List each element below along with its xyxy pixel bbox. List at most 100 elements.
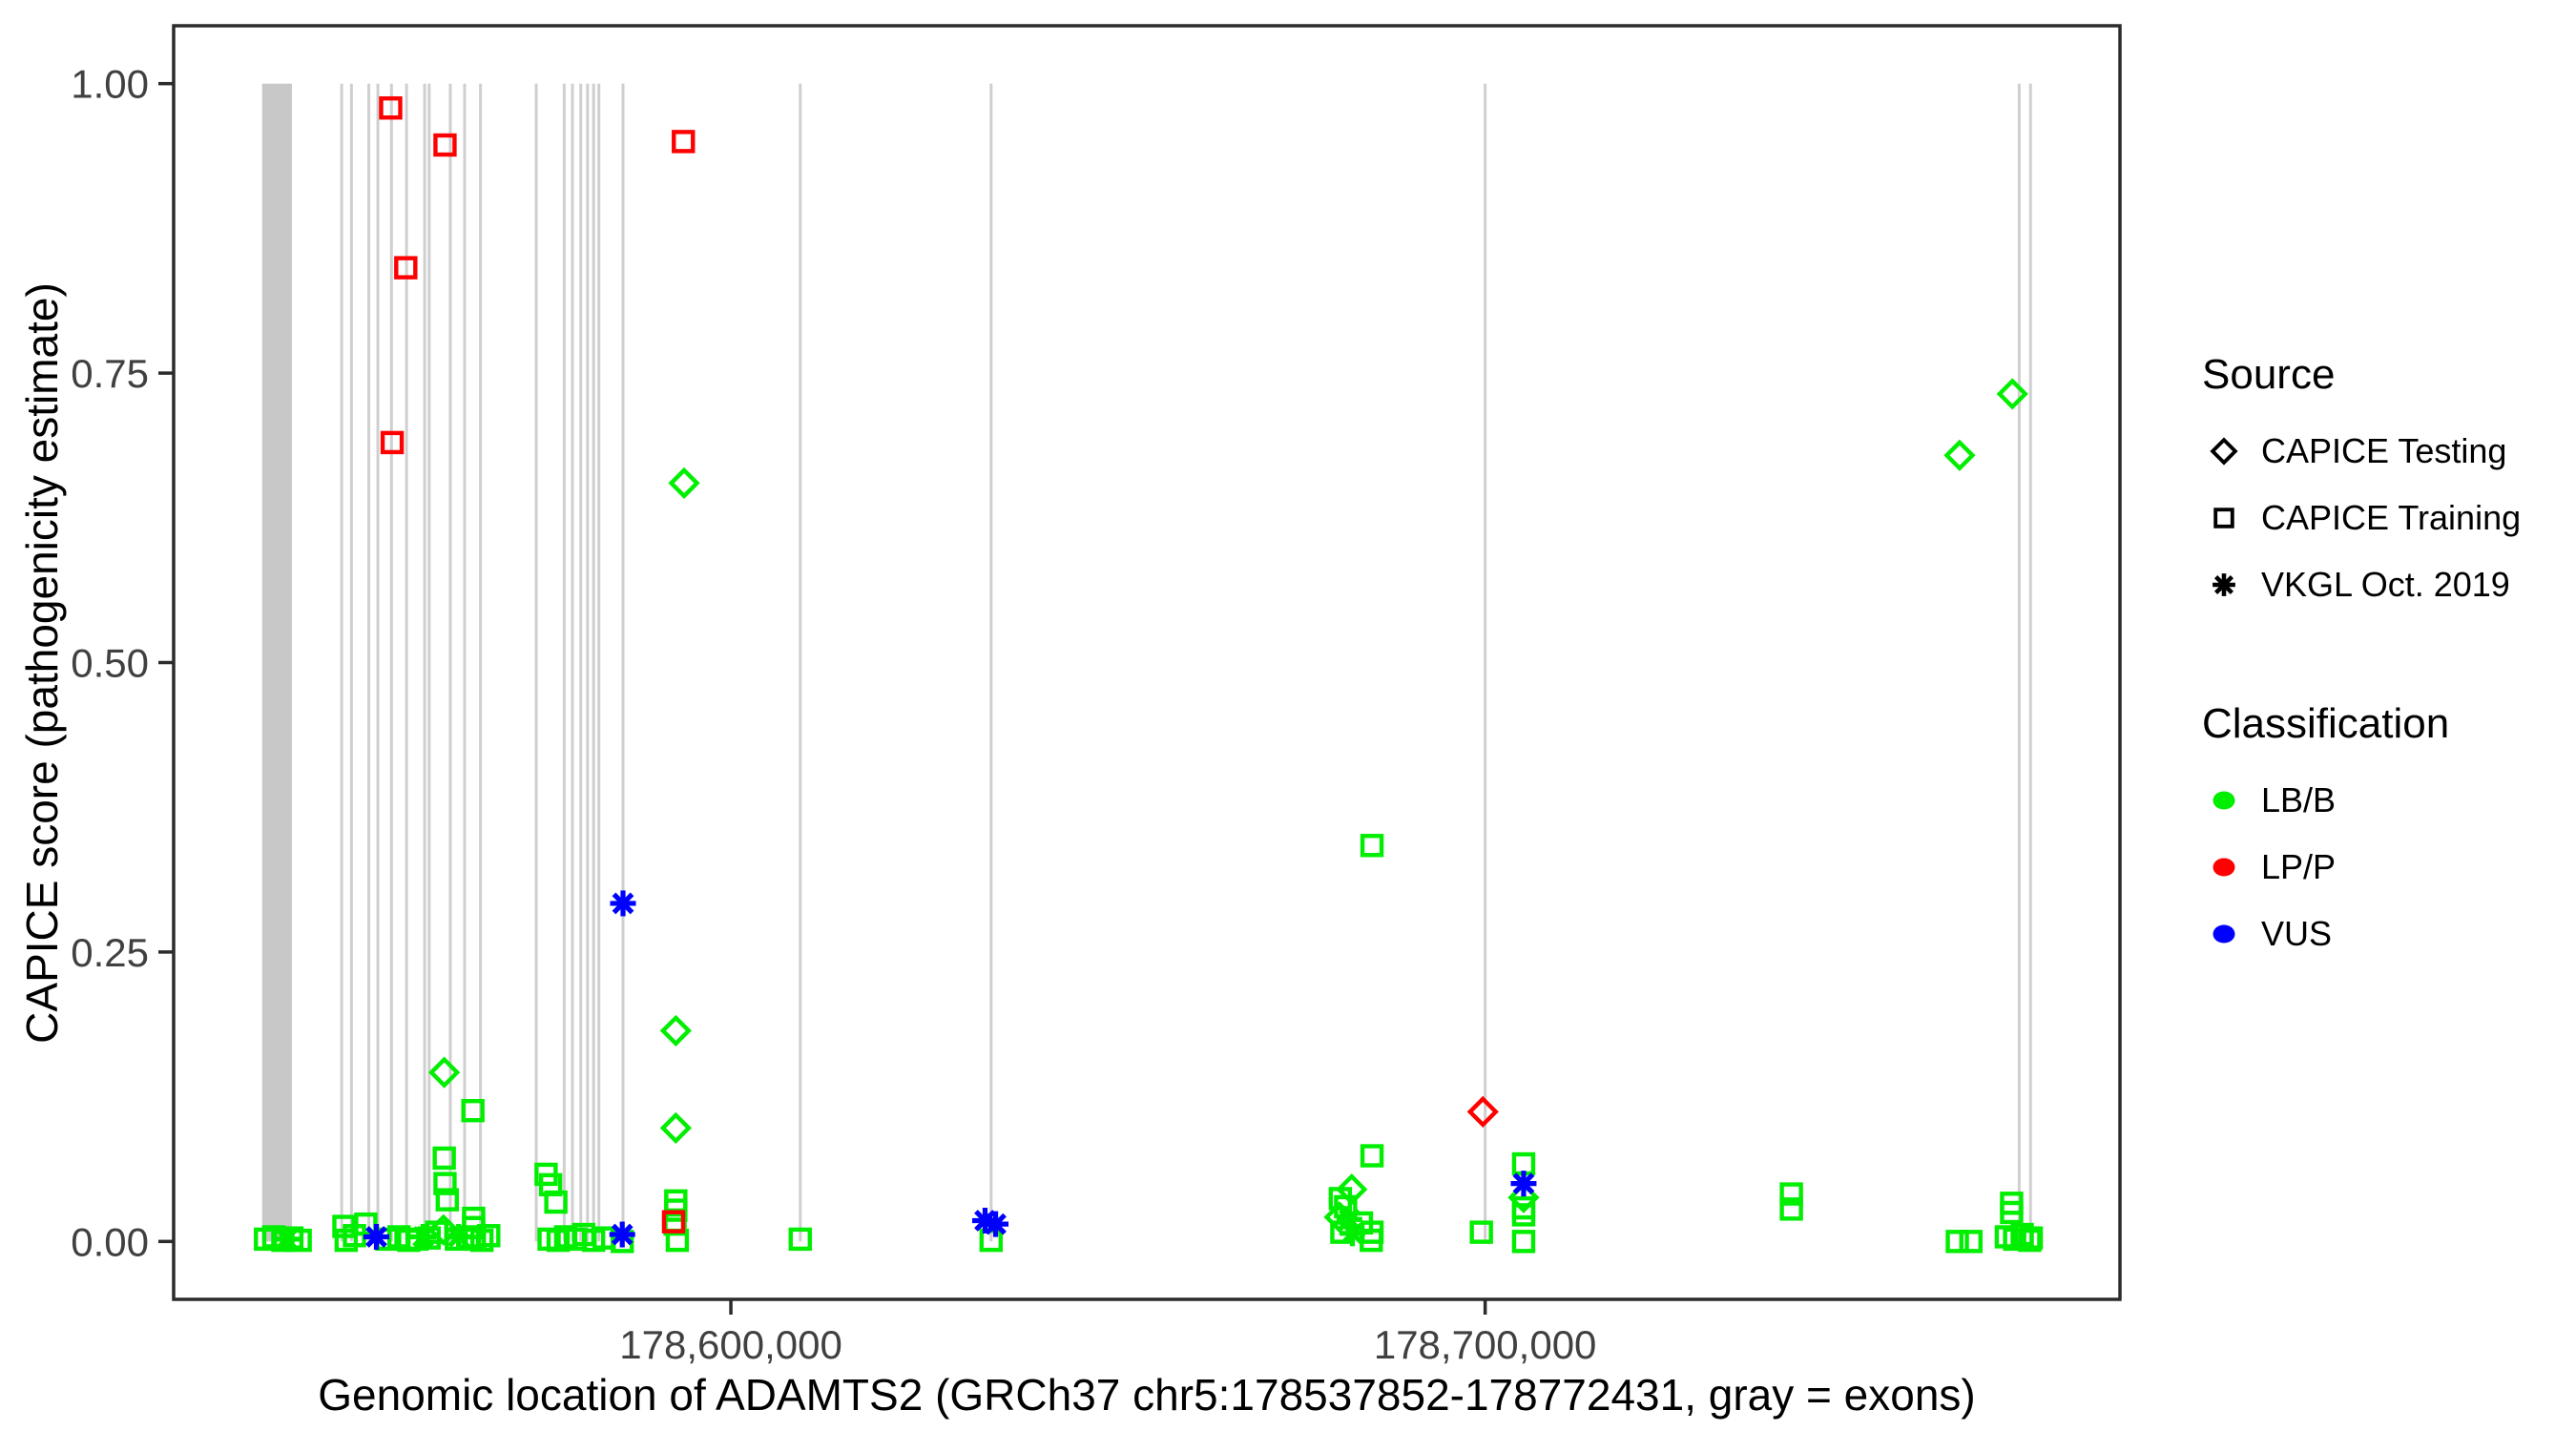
data-point-square <box>1511 1151 1536 1176</box>
legend-key-asterisk <box>2212 573 2235 596</box>
data-point-asterisk <box>985 1213 1007 1235</box>
data-point-square <box>1469 1220 1493 1244</box>
exon-line <box>427 83 431 1242</box>
data-point-diamond <box>1336 1173 1368 1206</box>
data-point-asterisk <box>276 1228 298 1251</box>
x-tick-label: 178,600,000 <box>619 1322 842 1367</box>
data-point-square <box>432 1146 456 1171</box>
data-point-square <box>1779 1197 1803 1221</box>
data-point-asterisk <box>974 1210 996 1232</box>
data-point-diamond <box>2210 437 2238 466</box>
data-point-asterisk <box>2213 574 2234 595</box>
y-tick-label: 0.50 <box>71 641 149 686</box>
legend-key-dot <box>2212 791 2235 810</box>
legend-source-block: Source CAPICE Testing CAPICE Training VKGL… <box>2202 351 2521 607</box>
exon-line <box>349 83 353 1242</box>
legend-item-label: LB/B <box>2261 780 2337 819</box>
data-point-diamond <box>659 1014 692 1047</box>
exon-line <box>423 83 426 1242</box>
exon-line <box>1484 83 1487 1242</box>
data-point-square <box>2000 1200 2024 1225</box>
exon-line <box>597 83 601 1242</box>
data-point-square <box>2019 1226 2044 1250</box>
data-point-square <box>469 1228 494 1253</box>
data-point-square <box>433 133 457 157</box>
exon-line <box>405 83 408 1242</box>
legend-item-label: VKGL Oct. 2019 <box>2261 565 2510 604</box>
data-point-diamond <box>427 1213 460 1246</box>
exon-line <box>579 83 583 1242</box>
exon-line <box>340 83 343 1242</box>
legend-item-classification: VUS <box>2202 912 2521 956</box>
exon-line <box>586 83 590 1242</box>
legend-item-label: VUS <box>2261 914 2333 953</box>
legend-classification-title: Classification <box>2202 700 2450 747</box>
legend-item-label: LP/P <box>2261 847 2337 886</box>
legend-source-items: CAPICE Testing CAPICE Training VKGL Oct. 2… <box>2202 429 2521 607</box>
data-point-diamond <box>1996 378 2028 410</box>
data-point-square <box>435 1188 459 1212</box>
data-point-asterisk <box>365 1226 387 1248</box>
data-point-square <box>394 256 418 280</box>
legend-source-title: Source <box>2202 351 2336 398</box>
legend-item-label: CAPICE Testing <box>2261 431 2507 470</box>
data-point-square <box>461 1098 485 1123</box>
data-point-square <box>788 1227 812 1252</box>
exon-line <box>562 83 566 1242</box>
legend-item-classification: LP/P <box>2202 845 2521 889</box>
data-point-square <box>433 1172 457 1195</box>
data-point-asterisk <box>1512 1172 1535 1195</box>
data-point-asterisk <box>612 892 634 915</box>
legend-key-dot <box>2212 858 2235 877</box>
exon-line <box>534 83 538 1242</box>
exon-line <box>463 83 467 1242</box>
legend-item-classification: LB/B <box>2202 778 2521 822</box>
legend-item-source: CAPICE Training <box>2202 496 2521 540</box>
exon-line <box>989 83 993 1242</box>
exon-line <box>448 83 452 1242</box>
data-point-dot <box>2212 791 2235 810</box>
data-point-square <box>544 1190 568 1214</box>
data-point-square <box>1945 1230 1969 1254</box>
data-point-diamond <box>428 1056 461 1089</box>
data-point-square <box>661 1210 686 1234</box>
legend-classification-items: LB/B LP/P VUS <box>2202 778 2521 956</box>
legend-key-square <box>2213 508 2234 529</box>
y-tick-label: 1.00 <box>71 62 149 107</box>
legend-item-label: CAPICE Training <box>2261 498 2522 537</box>
data-point-diamond <box>668 467 700 499</box>
legend-classification-block: Classification LB/B LP/P VUS <box>2202 700 2521 956</box>
data-point-dot <box>2212 924 2235 944</box>
x-axis-title: Genomic location of ADAMTS2 (GRCh37 chr5… <box>318 1370 1976 1420</box>
data-point-asterisk <box>412 1226 434 1248</box>
x-tick-label: 178,700,000 <box>1374 1322 1597 1367</box>
legend-key-diamond <box>2210 437 2238 466</box>
legend-key-dot <box>2212 924 2235 944</box>
exon-line <box>2028 83 2032 1242</box>
y-axis-title: CAPICE score (pathogenicity estimate) <box>17 282 67 1044</box>
legend-item-source: CAPICE Testing <box>2202 429 2521 473</box>
exon-band <box>261 83 292 1242</box>
exon-line <box>367 83 371 1242</box>
data-point-square <box>380 430 405 455</box>
data-point-square <box>1360 1144 1384 1168</box>
data-point-square <box>1511 1203 1536 1227</box>
legend-item-source: VKGL Oct. 2019 <box>2202 563 2521 607</box>
data-point-square <box>2213 508 2234 529</box>
data-point-asterisk <box>611 1223 634 1246</box>
data-point-square <box>1779 1182 1803 1206</box>
data-point-dot <box>2212 858 2235 877</box>
data-point-square <box>477 1224 501 1248</box>
data-point-square <box>379 95 403 120</box>
data-point-asterisk <box>1341 1222 1363 1245</box>
exon-line <box>592 83 595 1242</box>
data-point-diamond <box>1943 439 1976 471</box>
exon-line <box>2017 83 2021 1242</box>
legend: Source CAPICE Testing CAPICE Training VKGL… <box>2202 351 2521 956</box>
exon-line <box>571 83 574 1242</box>
data-point-diamond <box>659 1111 692 1144</box>
exon-line <box>799 83 802 1242</box>
data-point-asterisk <box>447 1226 470 1248</box>
